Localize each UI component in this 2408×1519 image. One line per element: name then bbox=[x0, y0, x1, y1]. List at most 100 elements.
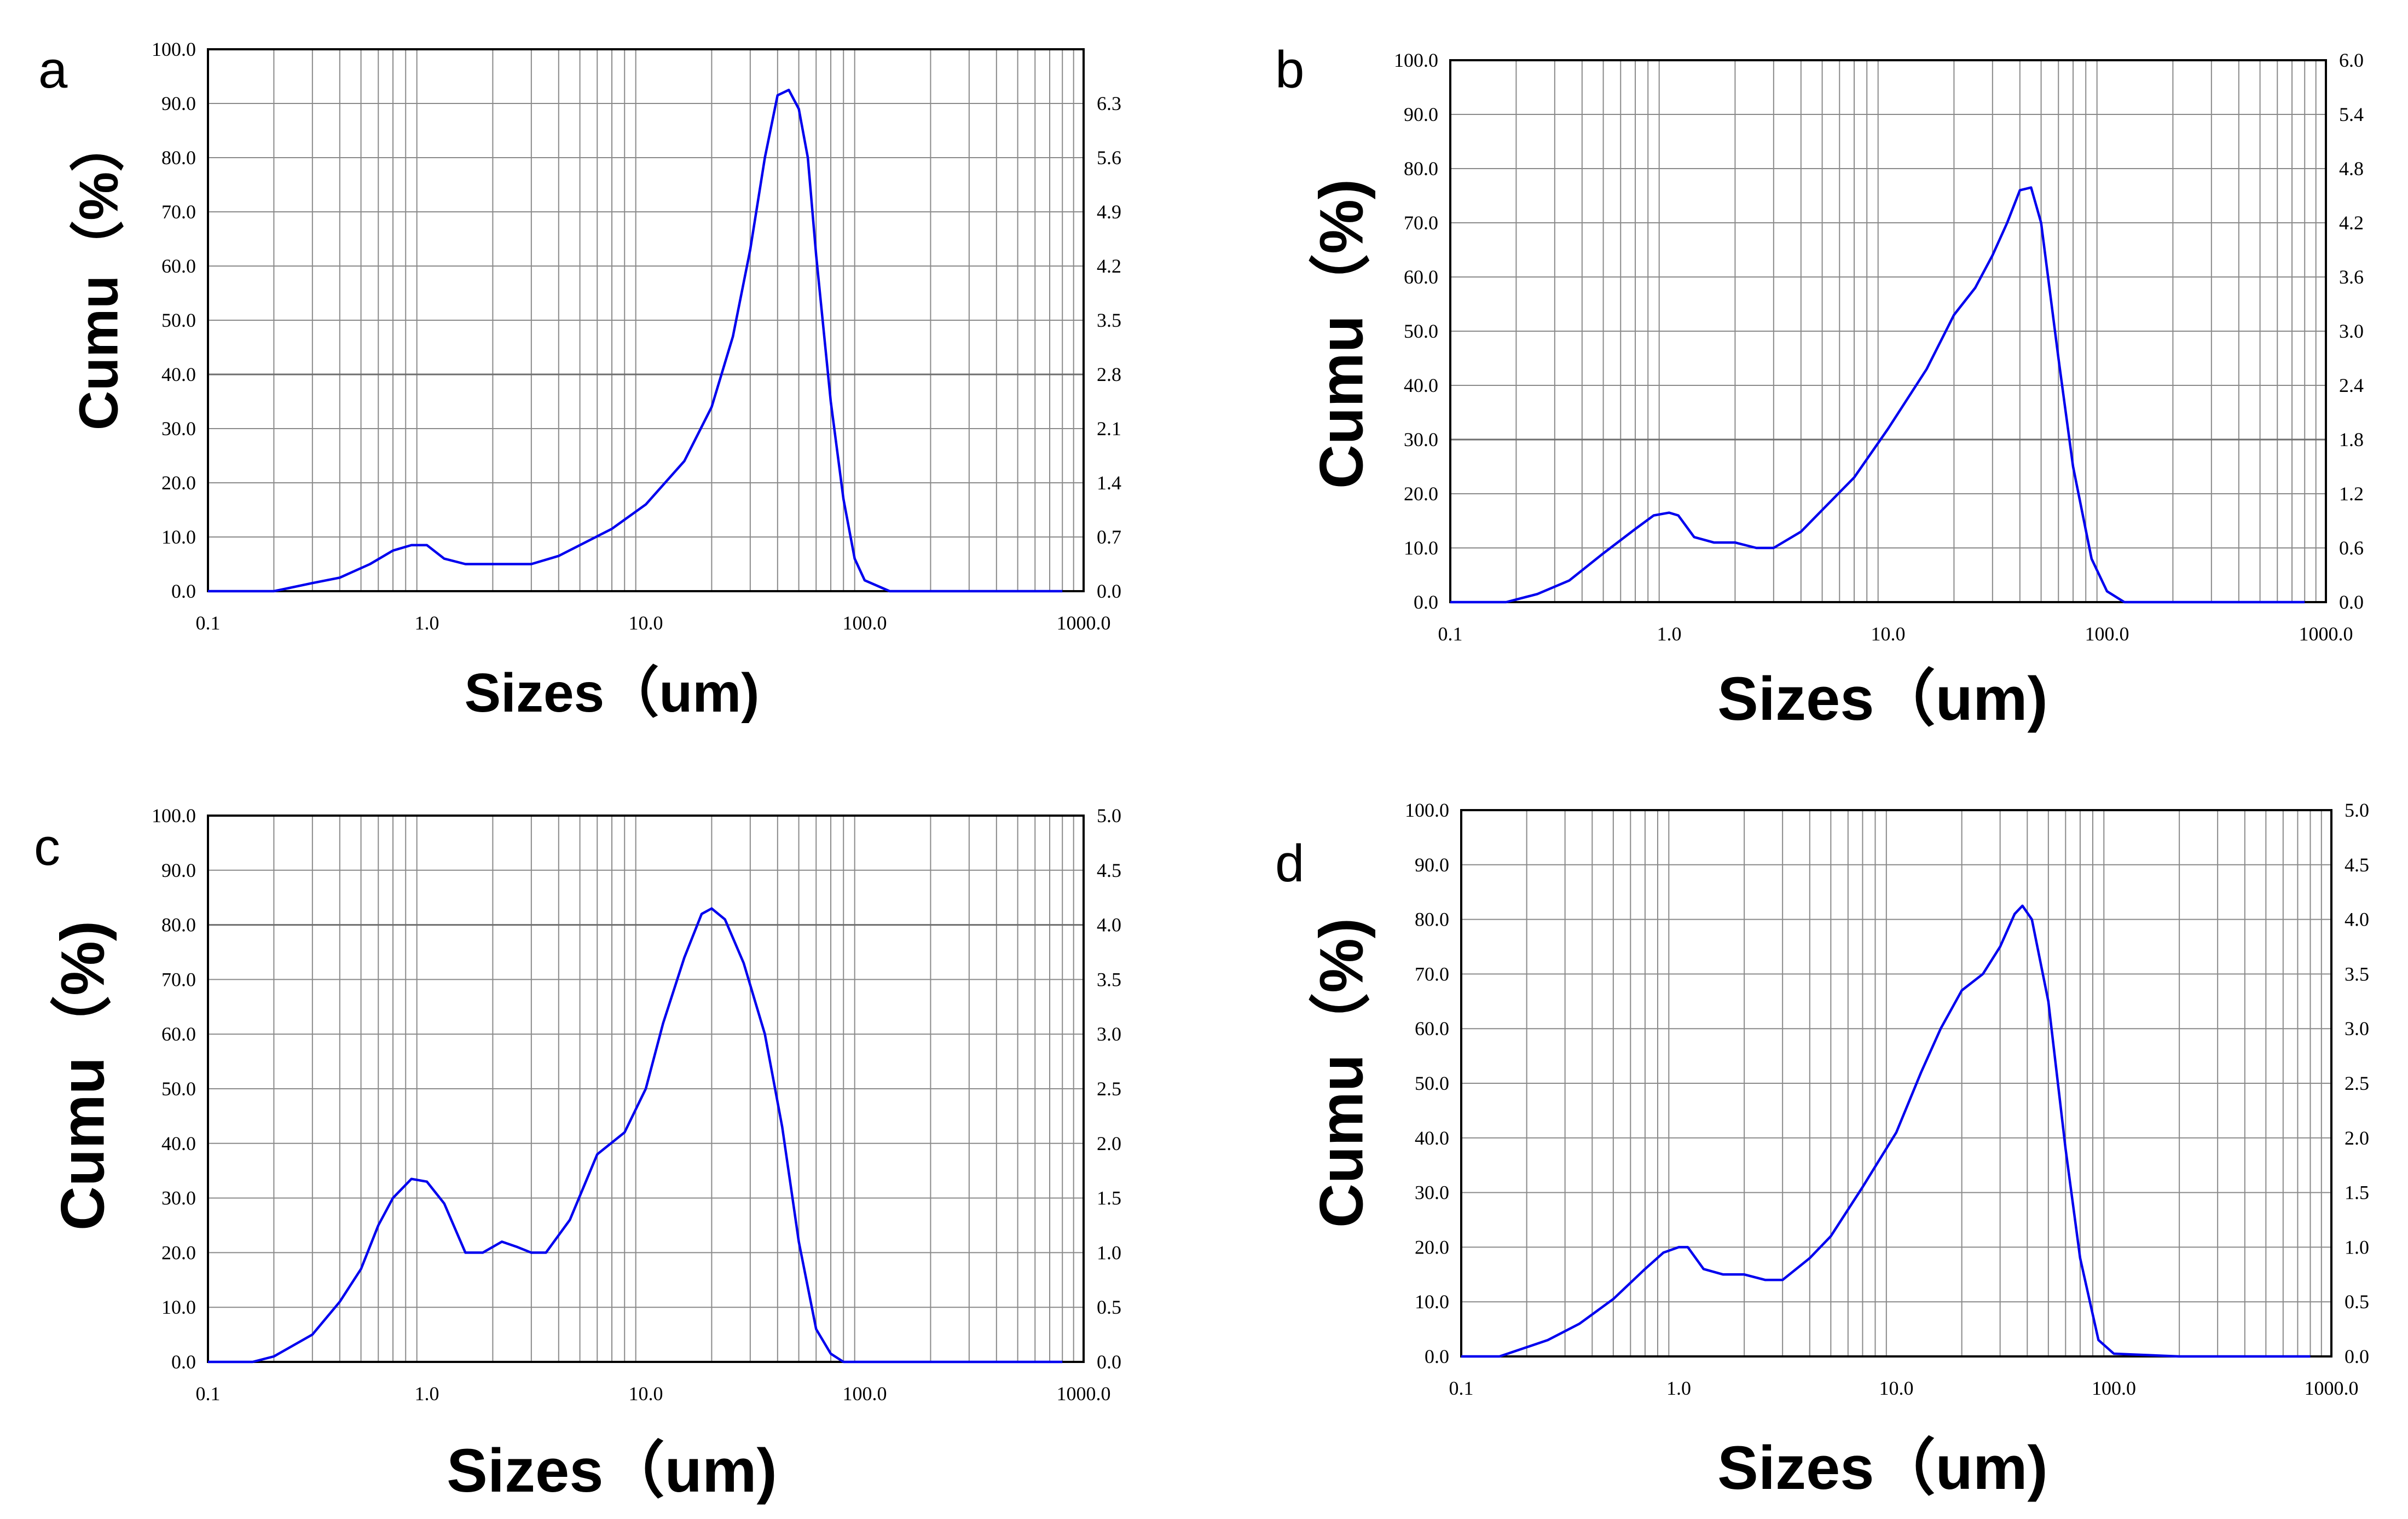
panel-label: c bbox=[34, 818, 60, 876]
y-axis-label: Cumu（%） bbox=[68, 117, 129, 430]
panel-a: a Cumu（%） Sizes（um) 0.0 10.0 20.0 30.0 40.0 5… bbox=[38, 38, 1121, 724]
x-tick-label: 1000.0 bbox=[1057, 612, 1111, 634]
x-tick-label: 100.0 bbox=[2085, 623, 2129, 645]
y2-tick-label: 5.0 bbox=[1097, 805, 1121, 827]
panel-label: d bbox=[1275, 834, 1304, 893]
y2-tick-label: 0.6 bbox=[2339, 537, 2364, 559]
y-tick-label: 60.0 bbox=[161, 1023, 196, 1045]
y-tick-label: 20.0 bbox=[161, 1241, 196, 1263]
y-tick-label: 70.0 bbox=[161, 968, 196, 990]
y-tick-label: 30.0 bbox=[161, 1187, 196, 1209]
y-tick-label: 100.0 bbox=[152, 38, 196, 60]
x-tick-label: 10.0 bbox=[629, 612, 663, 634]
x-tick-label: 10.0 bbox=[629, 1383, 663, 1405]
x-tick-label: 0.1 bbox=[1449, 1377, 1474, 1399]
y2-tick-label: 1.0 bbox=[1097, 1241, 1121, 1263]
series-line-distribution bbox=[208, 907, 1063, 1364]
y2-tick-label: 3.5 bbox=[1097, 309, 1121, 331]
x-axis-label: Sizes（um) bbox=[1717, 1434, 2048, 1502]
panel-d: d Cumu（%) Sizes（um) 0.0 10.0 20.0 30.0 40.0 5… bbox=[1275, 799, 2369, 1502]
y-tick-label: 50.0 bbox=[1404, 320, 1438, 342]
y2-tick-label: 0.0 bbox=[2345, 1345, 2369, 1367]
y2-tick-label: 3.0 bbox=[2345, 1018, 2369, 1039]
y-tick-label: 20.0 bbox=[1404, 483, 1438, 505]
y-tick-label: 90.0 bbox=[1415, 854, 1449, 876]
x-tick-label: 100.0 bbox=[843, 612, 887, 634]
y-tick-label: 80.0 bbox=[1415, 909, 1449, 931]
y-axis-label: Cumu（%) bbox=[49, 921, 117, 1231]
y-tick-label: 80.0 bbox=[1404, 158, 1438, 180]
y-tick-label: 0.0 bbox=[171, 1351, 196, 1373]
x-tick-label: 1000.0 bbox=[2299, 623, 2353, 645]
x-tick-label: 1.0 bbox=[1666, 1377, 1691, 1399]
y2-tick-label: 3.5 bbox=[2345, 963, 2369, 985]
gridlines bbox=[1461, 810, 2331, 1356]
x-tick-label: 1.0 bbox=[415, 612, 439, 634]
y2-tick-label: 0.0 bbox=[2339, 591, 2364, 613]
panel-label: b bbox=[1275, 41, 1304, 99]
y-tick-label: 90.0 bbox=[1404, 103, 1438, 125]
gridlines bbox=[1450, 60, 2326, 602]
y-tick-label: 20.0 bbox=[1415, 1236, 1449, 1258]
x-tick-label: 0.1 bbox=[1438, 623, 1463, 645]
y2-tick-label: 4.2 bbox=[1097, 255, 1121, 277]
y2-tick-label: 0.0 bbox=[1097, 580, 1121, 602]
y2-tick-label: 2.8 bbox=[1097, 363, 1121, 385]
y2-tick-label: 4.8 bbox=[2339, 158, 2364, 180]
y-tick-label: 60.0 bbox=[1415, 1018, 1449, 1039]
gridlines bbox=[208, 49, 1084, 591]
x-tick-label: 100.0 bbox=[2092, 1377, 2136, 1399]
y2-tick-label: 4.0 bbox=[1097, 914, 1121, 936]
y-tick-label: 0.0 bbox=[1425, 1345, 1449, 1367]
y2-tick-label: 2.0 bbox=[1097, 1133, 1121, 1154]
y-tick-label: 10.0 bbox=[1404, 537, 1438, 559]
y2-tick-label: 2.5 bbox=[1097, 1078, 1121, 1100]
y-tick-label: 40.0 bbox=[1404, 374, 1438, 396]
x-axis-label: Sizes（um) bbox=[1717, 665, 2048, 733]
y2-tick-label: 4.2 bbox=[2339, 212, 2364, 234]
y2-tick-label: 4.5 bbox=[2345, 854, 2369, 876]
y-tick-label: 50.0 bbox=[161, 1078, 196, 1100]
y2-tick-label: 3.5 bbox=[1097, 968, 1121, 990]
y-tick-label: 90.0 bbox=[161, 93, 196, 114]
y-tick-label: 70.0 bbox=[1404, 212, 1438, 234]
y-tick-label: 30.0 bbox=[161, 418, 196, 440]
y-tick-label: 60.0 bbox=[1404, 266, 1438, 288]
y-tick-label: 40.0 bbox=[161, 1133, 196, 1154]
x-tick-label: 1.0 bbox=[1657, 623, 1682, 645]
y2-tick-label: 1.4 bbox=[1097, 472, 1121, 494]
y2-tick-label: 0.5 bbox=[2345, 1291, 2369, 1313]
y-tick-label: 50.0 bbox=[161, 309, 196, 331]
x-tick-label: 10.0 bbox=[1871, 623, 1906, 645]
x-tick-label: 0.1 bbox=[196, 1383, 221, 1405]
panel-b: b Cumu（%) Sizes（um) 0.0 10.0 20.0 30.0 40.0 5… bbox=[1275, 41, 2364, 733]
y-tick-label: 80.0 bbox=[161, 914, 196, 936]
y-tick-label: 10.0 bbox=[161, 526, 196, 548]
y-tick-label: 100.0 bbox=[1405, 799, 1449, 821]
y2-tick-label: 1.0 bbox=[2345, 1236, 2369, 1258]
panel-label: a bbox=[38, 41, 68, 99]
y-tick-label: 20.0 bbox=[161, 472, 196, 494]
y2-tick-label: 3.0 bbox=[2339, 320, 2364, 342]
gridlines bbox=[208, 816, 1084, 1362]
y-tick-label: 10.0 bbox=[161, 1296, 196, 1318]
y2-tick-label: 3.6 bbox=[2339, 266, 2364, 288]
y-tick-label: 60.0 bbox=[161, 255, 196, 277]
y2-tick-label: 0.5 bbox=[1097, 1296, 1121, 1318]
y2-tick-label: 4.5 bbox=[1097, 859, 1121, 881]
y-tick-label: 40.0 bbox=[1415, 1127, 1449, 1149]
y2-tick-label: 2.4 bbox=[2339, 374, 2364, 396]
y2-tick-label: 4.9 bbox=[1097, 201, 1121, 223]
y2-tick-label: 0.0 bbox=[1097, 1351, 1121, 1373]
y-tick-label: 0.0 bbox=[1414, 591, 1438, 613]
y2-tick-label: 6.0 bbox=[2339, 49, 2364, 71]
y-tick-label: 100.0 bbox=[1394, 49, 1438, 71]
y-tick-label: 70.0 bbox=[1415, 963, 1449, 985]
plot-frame bbox=[207, 48, 1085, 592]
plot-frame bbox=[207, 815, 1085, 1363]
series-line-distribution bbox=[208, 89, 1063, 593]
y2-tick-label: 1.8 bbox=[2339, 429, 2364, 450]
y2-tick-label: 4.0 bbox=[2345, 909, 2369, 931]
y-axis-label: Cumu（%) bbox=[1307, 918, 1376, 1228]
y2-tick-label: 5.0 bbox=[2345, 799, 2369, 821]
